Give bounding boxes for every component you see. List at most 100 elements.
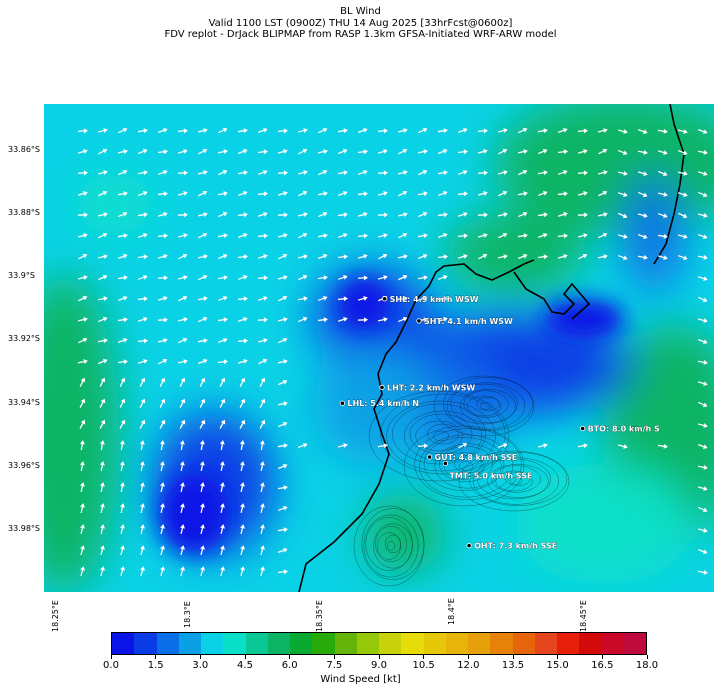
wind-arrow — [257, 254, 268, 259]
contour-line — [368, 390, 510, 482]
wind-arrow — [417, 149, 428, 155]
wind-arrow — [139, 461, 145, 472]
wind-arrow — [397, 212, 408, 217]
wind-arrow — [80, 566, 85, 577]
wind-arrow — [577, 128, 588, 134]
wind-arrow — [317, 317, 328, 323]
contour-line — [409, 413, 473, 455]
wind-arrow — [617, 444, 628, 449]
wind-arrow — [398, 232, 408, 239]
wind-arrow — [119, 377, 126, 387]
wind-arrow — [418, 127, 428, 134]
wind-arrow — [677, 170, 688, 176]
wind-arrow — [537, 443, 548, 448]
wind-arrow — [177, 359, 188, 365]
wind-arrow — [618, 212, 628, 219]
colorbar-swatch — [423, 633, 446, 654]
wind-arrow — [337, 317, 348, 322]
wind-arrow — [658, 213, 668, 219]
wind-arrow — [238, 148, 248, 155]
contour-line — [454, 454, 482, 474]
wind-arrow — [698, 444, 708, 450]
wind-arrow — [177, 317, 188, 322]
colorbar-swatch — [401, 633, 424, 654]
wind-arrow — [277, 212, 288, 218]
wind-arrow — [518, 169, 528, 176]
wind-arrow — [98, 190, 108, 197]
wind-arrow — [78, 337, 88, 344]
station-dot-lht — [379, 384, 385, 390]
wind-arrow — [298, 148, 308, 155]
wind-arrow — [318, 253, 328, 260]
wind-arrow — [278, 295, 288, 302]
wind-arrow — [438, 190, 448, 197]
wind-arrow — [200, 524, 205, 535]
wind-map[interactable]: SHL: 4.9 km/h WSW SHT: 4.1 km/h WSW LHT: 2… — [44, 104, 714, 592]
wind-arrow — [298, 232, 308, 239]
wind-arrow — [678, 149, 688, 156]
wind-arrow — [637, 213, 648, 218]
wind-arrow — [317, 191, 328, 197]
wind-arrow — [398, 190, 408, 197]
wind-arrow — [698, 191, 708, 198]
wind-arrow — [657, 255, 668, 260]
wind-arrow — [377, 317, 388, 322]
station-label-lht: LHT: 2.2 km/h WSW — [387, 383, 475, 392]
wind-arrow — [237, 359, 248, 364]
wind-arrow — [297, 170, 308, 175]
wind-arrow — [577, 212, 588, 218]
wind-arrow — [259, 482, 265, 493]
wind-arrow — [257, 275, 268, 281]
wind-arrow — [220, 545, 225, 556]
wind-arrow — [218, 295, 228, 302]
wind-arrow — [497, 128, 508, 133]
wind-arrow — [237, 296, 248, 302]
wind-arrow — [239, 461, 245, 472]
wind-arrow — [397, 128, 408, 133]
wind-arrow — [638, 191, 648, 198]
wind-arrow — [197, 254, 208, 260]
wind-arrow — [278, 421, 288, 428]
wind-arrow — [457, 149, 468, 155]
lon-tick-0: 18.25°E — [51, 600, 60, 632]
wind-arrow — [77, 212, 88, 218]
colorbar-tick-label: 9.0 — [371, 660, 387, 671]
wind-arrow — [318, 211, 328, 218]
wind-arrow — [697, 149, 708, 155]
wind-arrow — [219, 440, 225, 451]
wind-arrow — [438, 232, 448, 238]
colorbar-tick-mark — [512, 655, 514, 659]
wind-arrow — [220, 524, 225, 535]
wind-arrow — [198, 316, 208, 323]
wind-arrow — [337, 128, 348, 134]
colorbar-swatch — [490, 633, 513, 654]
wind-arrow — [477, 233, 488, 238]
colorbar-tick-mark — [557, 655, 559, 659]
wind-arrow — [357, 296, 368, 301]
wind-arrow — [377, 212, 388, 218]
contour-line — [403, 425, 525, 507]
wind-arrow — [318, 127, 328, 134]
contour-line — [476, 397, 500, 411]
colorbar-swatch — [178, 633, 201, 654]
wind-arrow — [457, 233, 468, 239]
wind-arrow — [179, 461, 185, 472]
wind-arrow — [277, 275, 288, 280]
wind-arrow — [79, 377, 86, 387]
wind-arrow — [159, 398, 166, 408]
wind-arrow — [239, 419, 246, 429]
contour-line — [353, 505, 425, 587]
wind-arrow — [477, 191, 488, 196]
wind-arrow — [138, 274, 148, 280]
contour-line — [491, 465, 541, 493]
wind-arrow — [200, 566, 205, 577]
wind-arrow — [337, 296, 348, 302]
wind-arrow — [557, 149, 568, 155]
wind-arrow — [97, 170, 108, 175]
lat-tick-5: 33.96°S — [8, 461, 40, 470]
wind-arrow — [197, 128, 208, 133]
wind-arrow — [357, 233, 368, 239]
wind-arrow — [398, 274, 408, 281]
wind-arrow — [657, 128, 668, 134]
colorbar-tick-label: 1.5 — [147, 660, 164, 671]
